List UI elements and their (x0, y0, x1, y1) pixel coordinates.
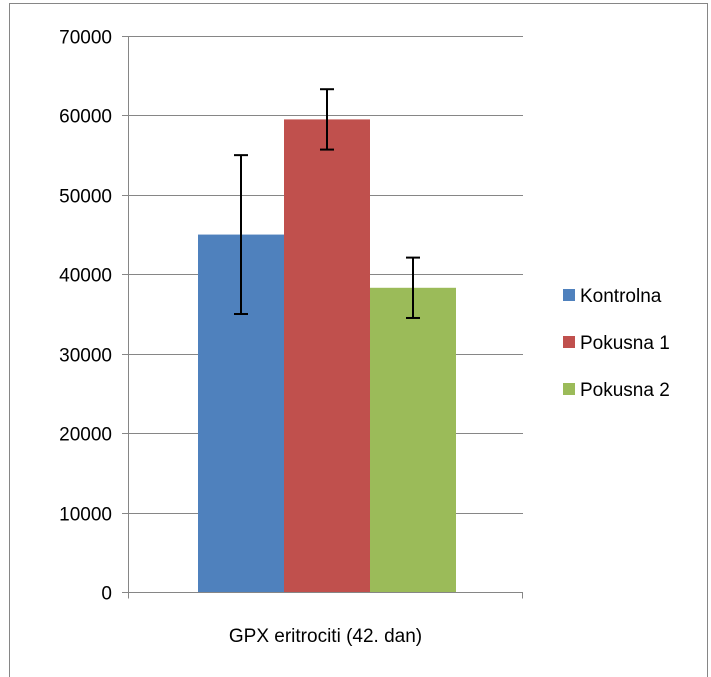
y-tick-label: 0 (101, 584, 112, 605)
y-tick-labels: 0 10000 20000 30000 40000 50000 60000 70000 (59, 28, 112, 605)
y-tick-label: 40000 (59, 266, 112, 287)
y-tick-label: 10000 (59, 505, 112, 526)
axes (122, 36, 523, 599)
y-tick-label: 70000 (59, 28, 112, 49)
legend: Kontrolna Pokusna 1 Pokusna 2 (563, 286, 670, 401)
legend-label: Pokusna 2 (580, 380, 670, 401)
bar-pokusna-1 (284, 119, 370, 593)
legend-swatch (563, 289, 575, 301)
legend-swatch (563, 336, 575, 348)
error-bars (234, 88, 420, 319)
y-tick-label: 60000 (59, 107, 112, 128)
y-tick-label: 20000 (59, 425, 112, 446)
legend-swatch (563, 383, 575, 395)
bar-pokusna-2 (370, 287, 456, 592)
x-category-label: GPX eritrociti (42. dan) (229, 626, 422, 647)
x-category-labels: GPX eritrociti (42. dan) (229, 626, 422, 647)
legend-label: Kontrolna (580, 286, 662, 307)
bars (198, 119, 456, 593)
legend-label: Pokusna 1 (580, 333, 670, 354)
y-tick-label: 30000 (59, 346, 112, 367)
y-tick-label: 50000 (59, 187, 112, 208)
